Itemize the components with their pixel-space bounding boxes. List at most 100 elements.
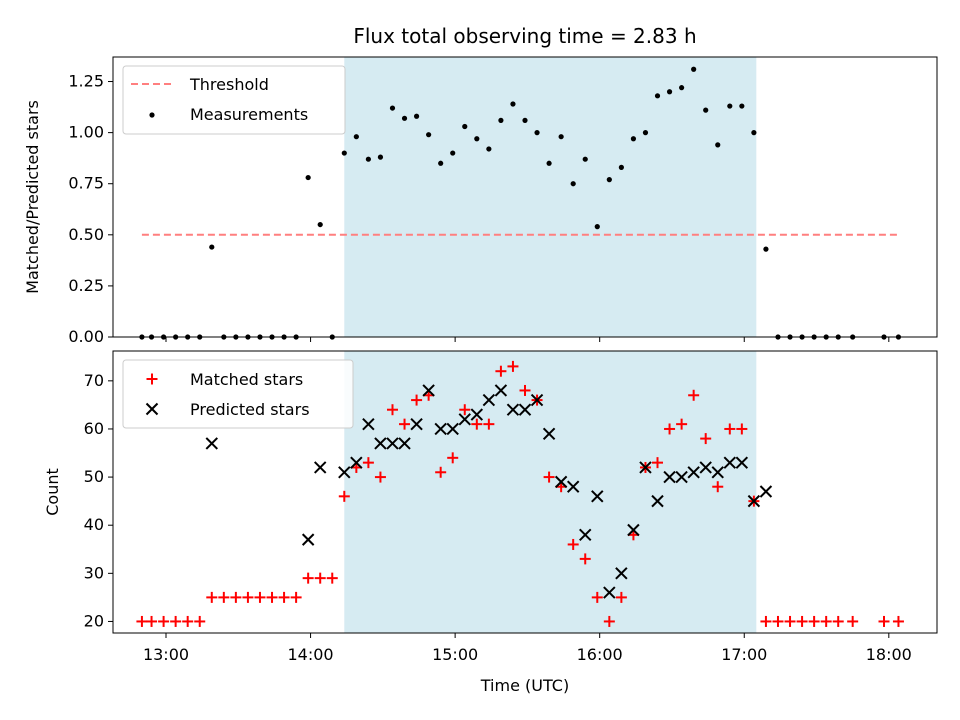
matched-star-point [736,423,748,435]
measurement-point [679,85,685,91]
predicted-star-point [566,480,580,493]
predicted-star-point [747,494,761,508]
matched-star-point [146,615,158,627]
measurement-point [570,181,576,187]
predicted-star-point [651,494,664,508]
y-tick-label: 0.75 [68,174,104,193]
y-tick-label: 60 [84,419,104,438]
matched-star-point [724,423,736,435]
matched-star-point [808,615,820,627]
measurement-point [438,160,444,166]
predicted-star-point [542,427,556,440]
predicted-star-point [711,466,724,479]
measurement-point [209,244,215,250]
predicted-star-point [301,533,315,546]
matched-star-point [543,471,555,483]
measurement-point [341,150,347,156]
predicted-star-points [205,384,773,599]
measurement-point [498,117,504,123]
matched-star-point [326,572,338,584]
predicted-star-point [615,567,628,580]
y-tick-label: 70 [84,371,104,390]
measurement-point [751,130,757,136]
matched-star-point [254,591,266,603]
matched-star-point [760,615,772,627]
x-tick-label: 18:00 [866,645,912,664]
axes-frame [112,350,938,634]
measurement-point [654,93,661,99]
predicted-star-point [205,437,218,450]
matched-star-point [411,394,423,406]
y-tick-label: 50 [84,467,104,486]
measurement-point [305,174,311,181]
matched-star-point [278,591,290,603]
measurement-point [666,89,673,95]
measurement-point [474,136,480,142]
matched-star-point [483,418,495,430]
predicted-star-point [603,586,616,599]
observing-window-band [344,351,757,633]
matched-star-point [447,452,459,464]
matched-star-point [603,615,615,627]
matched-star-point [266,591,278,603]
y-axis-ticks: 20 30 40 50 60 70 [84,371,113,630]
matched-star-point [242,591,254,603]
predicted-star-point [663,470,676,484]
measurement-point [618,164,624,170]
x-axis-ticks [165,337,890,342]
predicted-star-point [627,523,640,537]
y-axis-ticks: 0.00 0.25 0.50 0.75 1.00 1.25 [68,72,113,346]
x-axis-label: Time (UTC) [480,676,569,695]
x-tick-label: 15:00 [432,645,478,664]
predicted-star-point [723,456,737,469]
measurement-point [426,132,432,138]
matched-star-point [847,615,859,627]
matched-star-point [230,591,242,603]
measurement-point [510,101,516,107]
matched-star-point [892,615,904,627]
matched-star-point [435,466,447,478]
matched-star-point [136,615,148,627]
matched-star-point [218,591,230,603]
y-tick-label: 0.25 [68,276,104,295]
measurement-point [413,113,420,119]
matched-star-point [820,615,832,627]
measurement-point [401,115,408,121]
legend-threshold-label: Threshold [189,75,269,94]
measurement-point [642,130,649,136]
x-axis-ticks: 13:00 14:00 15:00 16:00 17:00 18:00 [143,633,912,664]
legend-box [122,359,354,429]
measurement-point [715,142,721,148]
matched-star-point [471,418,483,430]
measurement-point [703,107,709,113]
predicted-star-point [699,461,712,474]
legend: Matched stars Predicted stars [122,359,354,429]
matched-star-point [772,615,784,627]
legend: Threshold Measurements [122,65,346,135]
predicted-star-point [494,384,508,397]
x-tick-label: 13:00 [143,645,189,664]
matched-star-point [302,572,314,584]
matched-star-point [615,591,627,603]
predicted-star-point [313,461,327,474]
matched-star-point [579,553,591,565]
matched-star-point [290,591,302,603]
legend-predicted-swatch [145,402,159,416]
predicted-star-point [446,422,459,436]
matched-star-point [784,615,796,627]
y-tick-label: 40 [84,515,104,534]
legend-box [122,65,346,135]
measurement-point [739,103,745,109]
x-tick-label: 14:00 [288,645,334,664]
matched-star-point [519,384,531,396]
measurement-point [727,103,733,109]
measurement-point [582,156,588,162]
y-tick-label: 20 [84,611,104,630]
legend-predicted-label: Predicted stars [190,400,310,419]
matched-star-point [338,490,350,502]
matched-star-point [591,591,603,603]
predicted-star-point [735,456,749,469]
predicted-star-point [434,422,447,436]
measurement-point [763,246,769,252]
